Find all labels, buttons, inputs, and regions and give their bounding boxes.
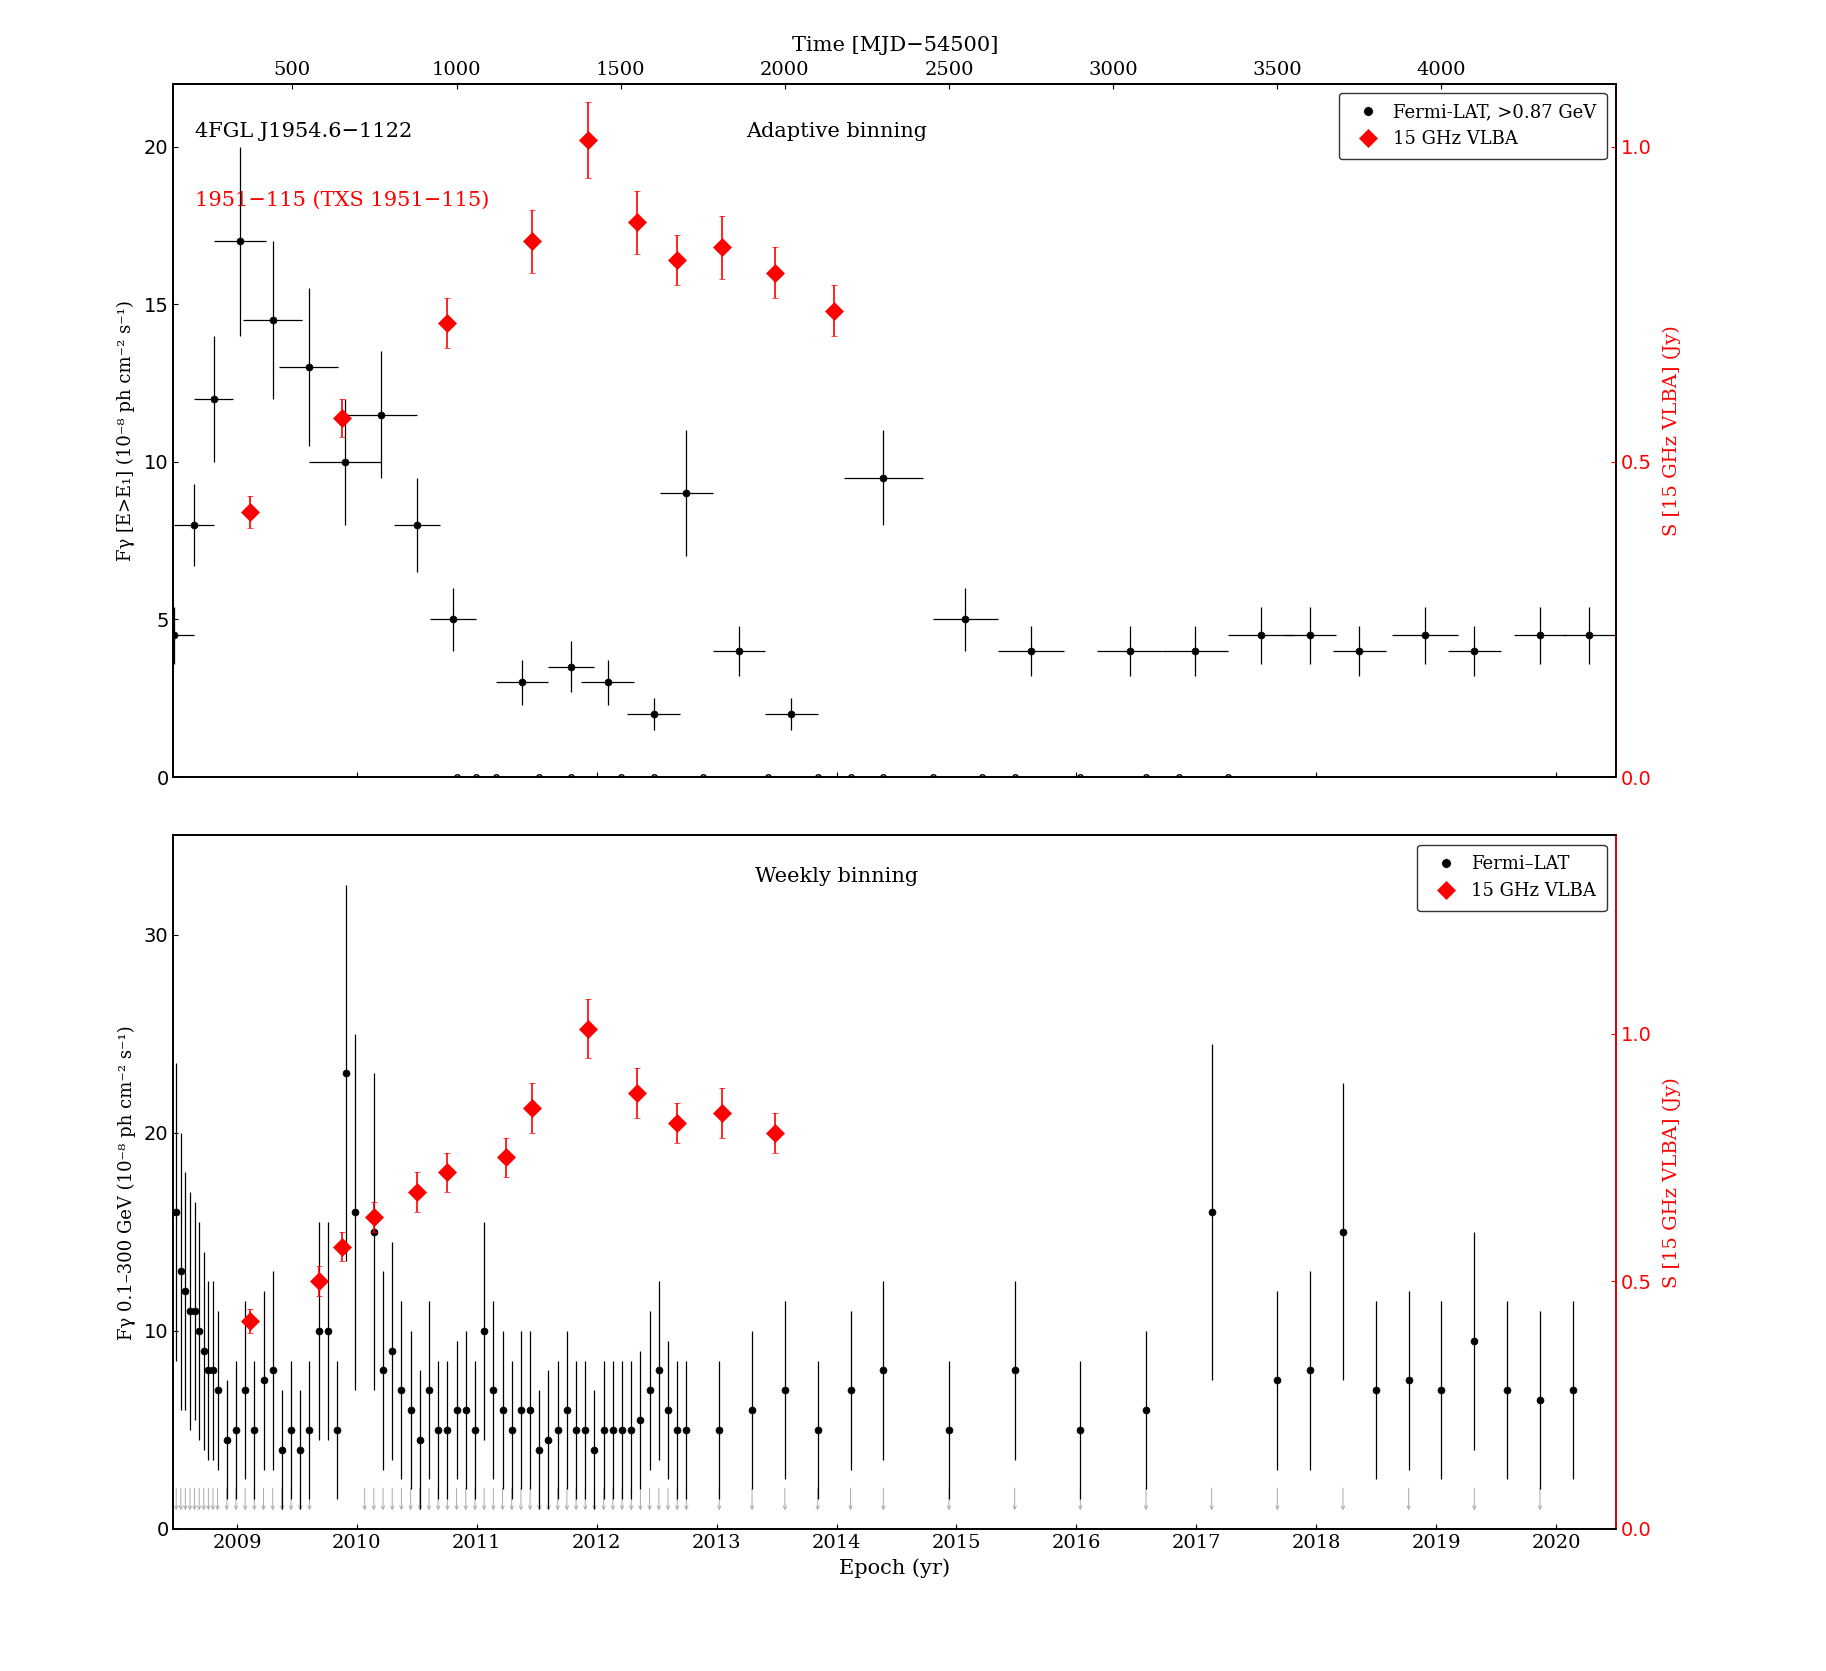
Legend: Fermi–LAT, 15 GHz VLBA: Fermi–LAT, 15 GHz VLBA (1417, 844, 1607, 911)
X-axis label: Epoch (yr): Epoch (yr) (840, 1559, 950, 1579)
Legend: Fermi-LAT, >0.87 GeV, 15 GHz VLBA: Fermi-LAT, >0.87 GeV, 15 GHz VLBA (1338, 92, 1607, 159)
Text: 1951−115 (TXS 1951−115): 1951−115 (TXS 1951−115) (195, 190, 489, 211)
Text: Adaptive binning: Adaptive binning (747, 122, 928, 140)
Y-axis label: S [15 GHz VLBA] (Jy): S [15 GHz VLBA] (Jy) (1663, 1076, 1682, 1288)
Text: 4FGL J1954.6−1122: 4FGL J1954.6−1122 (195, 122, 413, 140)
Y-axis label: Fγ [E>E₁] (10⁻⁸ ph cm⁻² s⁻¹): Fγ [E>E₁] (10⁻⁸ ph cm⁻² s⁻¹) (117, 299, 135, 561)
X-axis label: Time [MJD−54500]: Time [MJD−54500] (791, 37, 999, 55)
Y-axis label: S [15 GHz VLBA] (Jy): S [15 GHz VLBA] (Jy) (1663, 324, 1682, 536)
Text: Weekly binning: Weekly binning (756, 867, 918, 886)
Y-axis label: Fγ 0.1–300 GeV (10⁻⁸ ph cm⁻² s⁻¹): Fγ 0.1–300 GeV (10⁻⁸ ph cm⁻² s⁻¹) (117, 1024, 135, 1340)
